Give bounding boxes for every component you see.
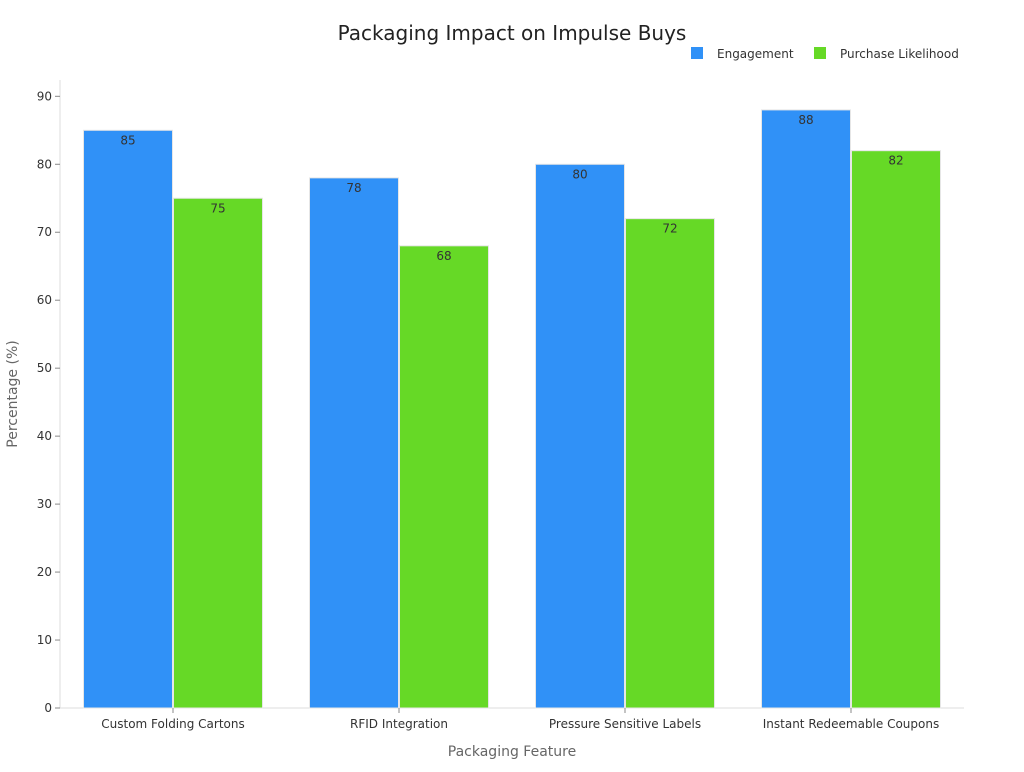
bar-engagement[interactable] [535, 163, 625, 709]
bar-purchase-likelihood[interactable] [399, 245, 489, 709]
x-tick-label: Pressure Sensitive Labels [549, 717, 701, 731]
y-tick-label: 70 [37, 225, 52, 239]
data-labels: 85 75 78 68 80 72 88 82 [120, 113, 903, 263]
bar-purchase-likelihood[interactable] [173, 197, 263, 709]
bar-purchase-likelihood[interactable] [851, 150, 941, 709]
y-tick-label: 80 [37, 157, 52, 171]
y-tick-label: 40 [37, 429, 52, 443]
legend-swatch [691, 47, 703, 59]
bar-engagement[interactable] [761, 109, 851, 709]
y-tick-label: 60 [37, 293, 52, 307]
x-tick-label: Custom Folding Cartons [101, 717, 245, 731]
data-label: 82 [888, 154, 903, 168]
data-label: 85 [120, 133, 135, 147]
bar-engagement[interactable] [309, 177, 399, 709]
y-axis-label: Percentage (%) [5, 340, 21, 447]
y-tick-label: 20 [37, 565, 52, 579]
data-label: 88 [798, 113, 813, 127]
y-tick-label: 30 [37, 497, 52, 511]
data-label: 72 [662, 222, 677, 236]
y-tick-label: 50 [37, 361, 52, 375]
data-label: 78 [346, 181, 361, 195]
bars [83, 109, 941, 709]
x-tick-label: Instant Redeemable Coupons [763, 717, 939, 731]
data-label: 80 [572, 167, 587, 181]
legend-label: Engagement [717, 47, 794, 61]
bar-purchase-likelihood[interactable] [625, 218, 715, 709]
y-tick-label: 0 [44, 701, 52, 715]
y-tick-labels: 0 10 20 30 40 50 60 70 80 90 [37, 89, 60, 715]
data-label: 75 [210, 201, 225, 215]
data-label: 68 [436, 249, 451, 263]
x-tick-labels: Custom Folding Cartons RFID Integration Pr… [101, 708, 939, 731]
legend: Engagement Purchase Likelihood [691, 47, 959, 61]
bar-engagement[interactable] [83, 129, 173, 709]
y-tick-label: 10 [37, 633, 52, 647]
legend-label: Purchase Likelihood [840, 47, 959, 61]
legend-swatch [814, 47, 826, 59]
x-tick-label: RFID Integration [350, 717, 448, 731]
chart-title: Packaging Impact on Impulse Buys [338, 21, 687, 45]
y-tick-label: 90 [37, 89, 52, 103]
x-axis-label: Packaging Feature [448, 744, 576, 760]
